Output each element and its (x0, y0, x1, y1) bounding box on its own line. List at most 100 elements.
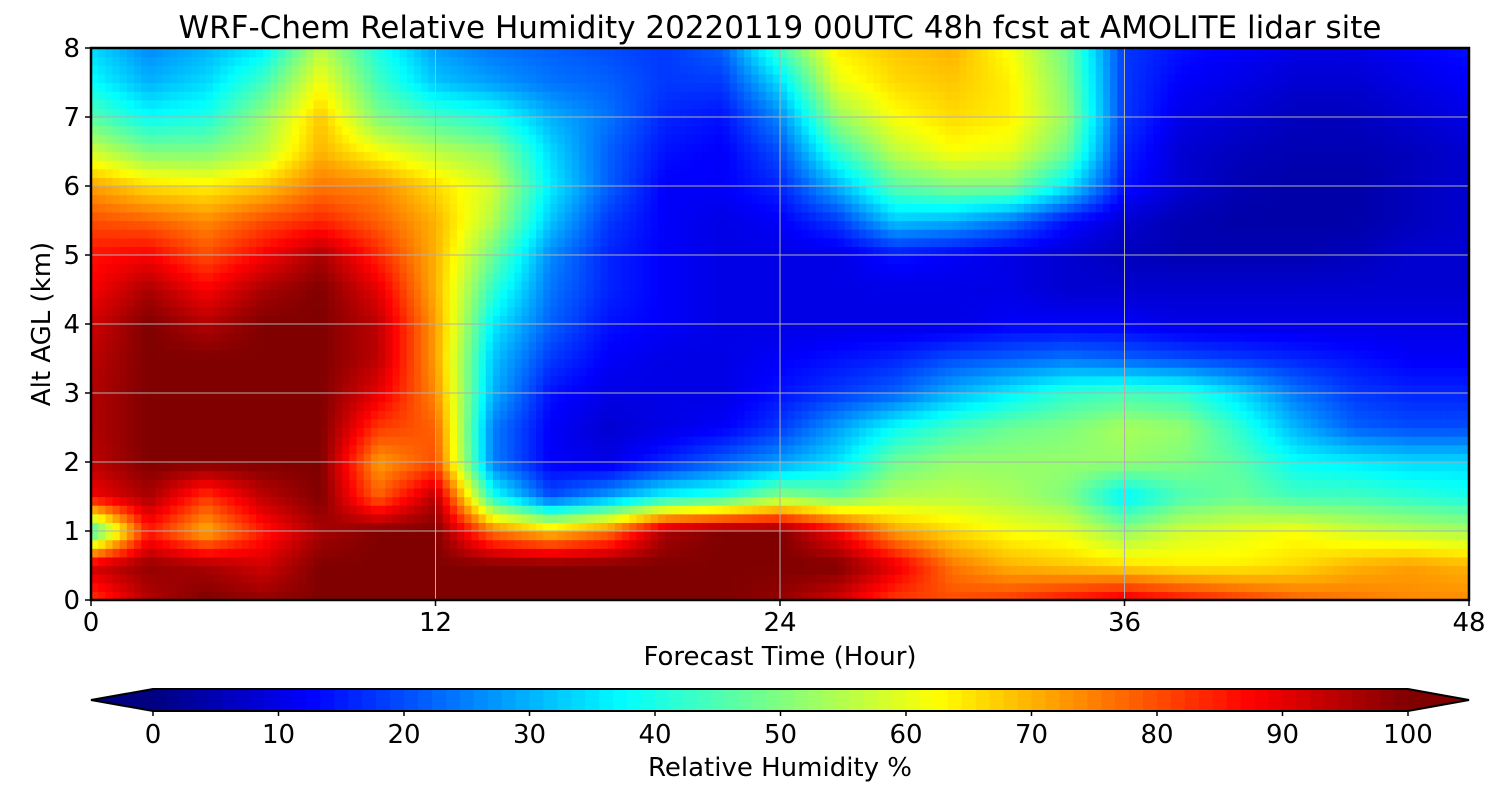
heatmap-cell (1246, 427, 1255, 437)
heatmap-cell (241, 453, 250, 463)
heatmap-cell (492, 384, 501, 394)
heatmap-cell (1246, 574, 1255, 584)
heatmap-cell (636, 574, 645, 584)
heatmap-cell (148, 470, 157, 480)
heatmap-cell (593, 436, 602, 446)
heatmap-cell (1102, 393, 1111, 403)
heatmap-cell (162, 591, 171, 600)
heatmap-cell (593, 539, 602, 549)
heatmap-cell (1074, 531, 1083, 541)
heatmap-cell (1325, 401, 1334, 411)
heatmap-cell (413, 591, 422, 600)
heatmap-cell (780, 505, 788, 515)
heatmap-cell (557, 479, 566, 489)
heatmap-cell (399, 462, 408, 472)
heatmap-cell (162, 513, 171, 523)
heatmap-cell (772, 384, 781, 394)
heatmap-cell (665, 513, 673, 523)
heatmap-cell (722, 427, 731, 437)
heatmap-cell (1433, 539, 1441, 549)
heatmap-cell (105, 436, 114, 446)
heatmap-cell (126, 556, 135, 567)
heatmap-cell (708, 548, 717, 558)
heatmap-cell (837, 401, 846, 411)
heatmap-cell (837, 574, 846, 584)
heatmap-cell (1095, 556, 1104, 567)
heatmap-cell (428, 436, 437, 446)
heatmap-cell (1074, 556, 1083, 567)
heatmap-cell (937, 556, 946, 567)
heatmap-cell (801, 453, 810, 463)
heatmap-cell (335, 453, 343, 463)
heatmap-cell (600, 462, 609, 472)
heatmap-cell (119, 462, 128, 472)
heatmap-cell (471, 410, 480, 420)
heatmap-cell (837, 427, 846, 437)
heatmap-cell (220, 487, 228, 498)
heatmap-cell (980, 470, 989, 480)
heatmap-cell (213, 410, 221, 420)
heatmap-cell (636, 487, 645, 498)
heatmap-cell (586, 410, 594, 420)
heatmap-cell (1447, 496, 1456, 506)
heatmap-cell (679, 574, 688, 584)
heatmap-cell (177, 582, 185, 592)
heatmap-cell (277, 556, 286, 567)
heatmap-cell (1117, 565, 1126, 575)
heatmap-cell (543, 418, 551, 429)
heatmap-cell (1447, 444, 1456, 454)
heatmap-cell (227, 556, 236, 567)
heatmap-cell (256, 487, 264, 498)
heatmap-cell (758, 505, 767, 515)
heatmap-cell (1074, 479, 1083, 489)
heatmap-cell (1404, 401, 1413, 411)
heatmap-cell (1361, 393, 1370, 403)
heatmap-cell (363, 531, 372, 541)
heatmap-cell (428, 462, 437, 472)
heatmap-cell (643, 418, 652, 429)
heatmap-cell (736, 470, 745, 480)
heatmap-cell (665, 427, 673, 437)
heatmap-cell (937, 470, 946, 480)
heatmap-cell (263, 444, 272, 454)
heatmap-cell (413, 418, 422, 429)
heatmap-cell (1045, 505, 1054, 515)
heatmap-cell (1268, 427, 1276, 437)
heatmap-cell (1260, 531, 1269, 541)
heatmap-cell (1268, 539, 1276, 549)
heatmap-cell (1131, 462, 1140, 472)
heatmap-cell (765, 505, 774, 515)
heatmap-cell (1354, 496, 1362, 506)
heatmap-cell (514, 556, 523, 567)
heatmap-cell (457, 582, 465, 592)
heatmap-cell (952, 444, 961, 454)
heatmap-cell (1174, 470, 1183, 480)
heatmap-cell (1038, 496, 1047, 506)
heatmap-cell (98, 565, 106, 575)
heatmap-cell (442, 487, 451, 498)
heatmap-cell (873, 427, 882, 437)
heatmap-cell (1397, 427, 1406, 437)
heatmap-cell (1146, 505, 1154, 515)
heatmap-cell (593, 410, 602, 420)
heatmap-cell (1339, 591, 1348, 600)
heatmap-cell (234, 453, 243, 463)
heatmap-cell (808, 591, 817, 600)
heatmap-cell (1067, 384, 1075, 394)
heatmap-cell (277, 384, 286, 394)
heatmap-cell (808, 410, 817, 420)
heatmap-cell (650, 453, 659, 463)
heatmap-cell (1024, 591, 1032, 600)
heatmap-cell (1002, 462, 1011, 472)
heatmap-cell (126, 375, 135, 385)
heatmap-cell (701, 591, 709, 600)
heatmap-cell (758, 401, 767, 411)
heatmap-cell (1146, 548, 1154, 558)
heatmap-cell (478, 418, 487, 429)
heatmap-cell (1124, 401, 1133, 411)
heatmap-cell (1146, 384, 1154, 394)
heatmap-cell (751, 436, 760, 446)
heatmap-cell (291, 384, 300, 394)
heatmap-cell (1124, 522, 1133, 532)
heatmap-cell (1332, 410, 1341, 420)
